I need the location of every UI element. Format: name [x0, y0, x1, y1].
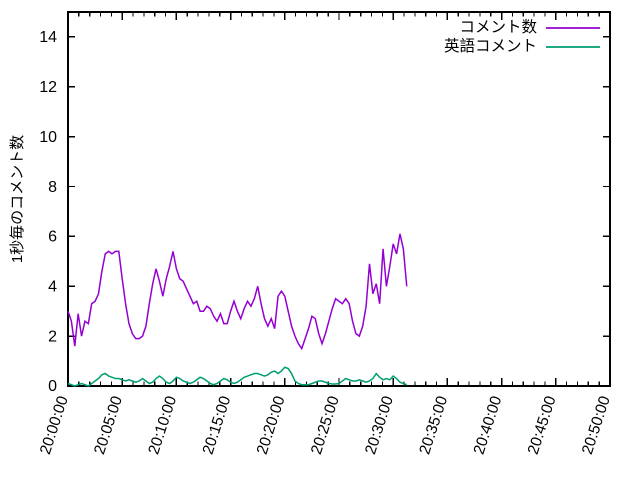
y-axis-title-label: 1秒毎のコメント数: [9, 135, 26, 263]
series-line-1: [67, 233, 408, 351]
y-axis-tick-labels: 0 2 4 6 8 10 12 14: [39, 29, 57, 395]
data-series-group: [67, 233, 408, 387]
y-tick-label: 12: [39, 79, 57, 96]
legend-label-2: 英語コメント: [444, 37, 537, 55]
y-tick-label: 10: [39, 129, 57, 146]
y-axis-title: 1秒毎のコメント数: [9, 135, 26, 263]
y-tick-label: 0: [48, 378, 57, 395]
y-tick-label: 4: [48, 278, 57, 295]
y-tick-label: 14: [39, 29, 57, 46]
y-tick-label: 6: [48, 229, 57, 246]
plot-frame-border: [67, 11, 611, 387]
y-tick-label: 8: [48, 179, 57, 196]
series-line-2: [67, 366, 408, 387]
y-tick-label: 2: [48, 328, 57, 345]
legend-label-1: コメント数: [459, 18, 537, 36]
